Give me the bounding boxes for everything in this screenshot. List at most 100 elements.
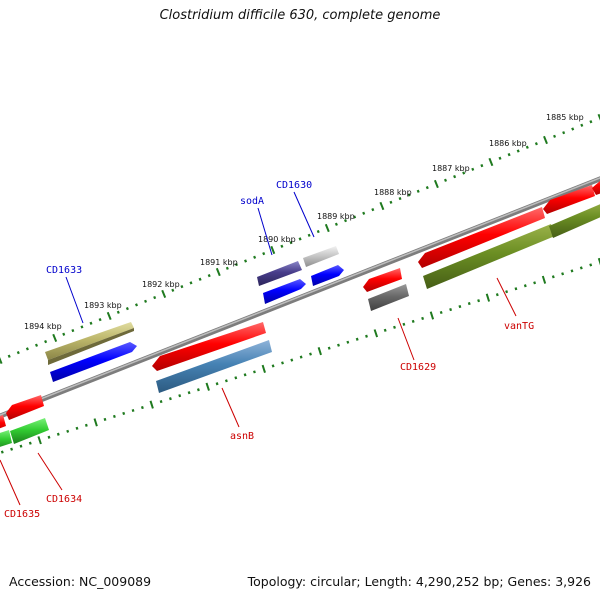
minor-tick xyxy=(44,339,48,344)
minor-tick xyxy=(271,364,275,368)
callout-CD1629 xyxy=(397,317,415,361)
genome-summary-text: Topology: circular; Length: 4,290,252 bp… xyxy=(247,574,591,589)
minor-tick xyxy=(134,303,139,307)
minor-tick xyxy=(168,397,172,401)
minor-tick xyxy=(298,237,302,241)
minor-tick xyxy=(299,355,303,359)
genome-backbone-highlight xyxy=(0,177,600,416)
minor-tick xyxy=(589,263,593,267)
minor-tick xyxy=(421,316,425,321)
minor-tick xyxy=(122,411,126,416)
minor-tick xyxy=(355,337,359,341)
minor-tick xyxy=(411,319,415,323)
gene-arrow-blue-1[interactable] xyxy=(50,342,137,382)
minor-tick xyxy=(159,400,163,404)
major-tick xyxy=(149,400,154,409)
gene-label-sodA[interactable]: sodA xyxy=(240,196,264,207)
callout-CD1633 xyxy=(65,276,84,324)
gene-label-asnB[interactable]: asnB xyxy=(230,431,254,442)
minor-tick xyxy=(371,207,375,212)
callout-vanTG xyxy=(496,277,517,317)
gene-arrow-CD1634[interactable] xyxy=(6,395,44,420)
gene-feature-CD1629[interactable] xyxy=(368,284,409,311)
minor-tick xyxy=(180,284,184,289)
minor-tick xyxy=(551,275,555,279)
major-tick xyxy=(270,245,276,255)
major-tick xyxy=(261,364,266,374)
minor-tick xyxy=(116,310,120,314)
gene-feature-CD1630[interactable] xyxy=(303,246,339,267)
minor-tick xyxy=(28,441,32,445)
minor-tick xyxy=(365,334,368,338)
gene-arrow-blue-3[interactable] xyxy=(311,265,344,286)
minor-tick xyxy=(570,269,574,273)
kbp-label-1888: 1888 kbp xyxy=(374,188,412,197)
minor-tick xyxy=(280,244,284,248)
gene-feature-CD1635[interactable] xyxy=(0,430,12,450)
major-tick xyxy=(429,311,435,320)
minor-tick xyxy=(389,200,393,204)
gene-label-CD1635[interactable]: CD1635 xyxy=(4,509,40,520)
gene-arrow-CD1629[interactable] xyxy=(363,268,402,292)
minor-tick xyxy=(477,299,481,303)
minor-tick xyxy=(343,218,348,223)
minor-tick xyxy=(290,358,294,362)
gene-arrow-blue-2[interactable] xyxy=(263,279,306,304)
major-tick xyxy=(485,293,491,302)
minor-tick xyxy=(514,287,518,291)
minor-tick xyxy=(309,352,312,356)
minor-tick xyxy=(327,346,331,350)
minor-tick xyxy=(498,156,502,160)
minor-tick xyxy=(196,388,200,392)
gene-label-CD1633[interactable]: CD1633 xyxy=(46,265,82,276)
minor-tick xyxy=(234,376,238,380)
minor-tick xyxy=(16,350,20,355)
minor-tick xyxy=(84,423,88,427)
gene-feature-CD1634[interactable] xyxy=(10,418,49,444)
gene-feature-CD1633[interactable] xyxy=(45,322,134,365)
minor-tick xyxy=(580,123,584,127)
kbp-label-1889: 1889 kbp xyxy=(317,212,355,221)
minor-tick xyxy=(534,142,538,146)
minor-tick xyxy=(553,134,557,138)
gene-arrow-CD1635[interactable] xyxy=(0,415,6,432)
minor-tick xyxy=(7,354,11,358)
gene-feature-asnB[interactable] xyxy=(156,340,272,393)
minor-tick xyxy=(362,211,366,215)
kbp-label-1890: 1890 kbp xyxy=(258,235,296,244)
major-tick xyxy=(597,113,600,121)
gene-label-CD1630[interactable]: CD1630 xyxy=(276,180,312,191)
minor-tick xyxy=(462,171,466,175)
callout-CD1634 xyxy=(37,452,63,491)
callout-sodA xyxy=(257,207,273,256)
minor-tick xyxy=(407,193,411,197)
minor-tick xyxy=(289,240,293,245)
minor-tick xyxy=(525,145,529,149)
major-tick xyxy=(93,418,98,427)
gene-label-CD1634[interactable]: CD1634 xyxy=(46,494,82,505)
gene-feature-right-olive[interactable] xyxy=(549,200,600,238)
minor-tick xyxy=(89,321,93,325)
gene-label-CD1629[interactable]: CD1629 xyxy=(400,362,436,373)
major-tick xyxy=(161,289,167,298)
minor-tick xyxy=(453,174,457,179)
gene-label-vanTG[interactable]: vanTG xyxy=(504,321,534,332)
gene-feature-vanTG[interactable] xyxy=(423,224,555,289)
minor-tick xyxy=(579,266,583,270)
minor-tick xyxy=(98,317,102,322)
minor-tick xyxy=(523,284,527,288)
minor-tick xyxy=(337,343,340,347)
minor-tick xyxy=(224,379,228,383)
minor-tick xyxy=(533,281,537,285)
minor-tick xyxy=(458,304,462,309)
minor-tick xyxy=(103,417,107,422)
gene-feature-sodA[interactable] xyxy=(257,261,302,286)
gene-arrow-right-red[interactable] xyxy=(543,177,600,214)
gene-arrow-asnB[interactable] xyxy=(152,322,266,371)
minor-tick xyxy=(207,273,211,278)
minor-tick xyxy=(131,408,135,413)
minor-tick xyxy=(505,290,509,294)
gene-arrow-vanTG[interactable] xyxy=(418,207,545,268)
